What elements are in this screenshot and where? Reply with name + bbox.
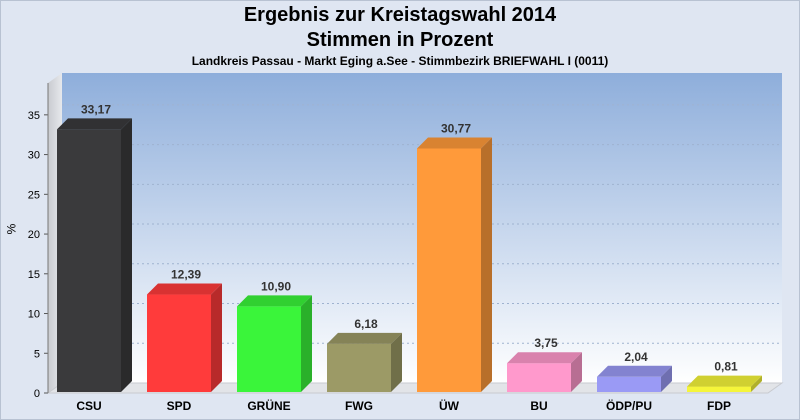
y-tick-label: 15	[28, 269, 40, 281]
bar-top	[597, 365, 672, 377]
bar-front	[687, 386, 751, 392]
bar-top	[507, 352, 582, 364]
bar-top	[237, 295, 312, 307]
bar-side	[571, 352, 582, 392]
data-label: 10,90	[261, 279, 291, 293]
bar-csu	[57, 118, 132, 392]
chart-title: Ergebnis zur Kreistagswahl 2014	[243, 4, 557, 26]
bar-front	[507, 363, 571, 392]
bar-side	[211, 283, 222, 392]
y-tick-label: 20	[28, 229, 40, 241]
x-tick-label: GRÜNE	[247, 398, 290, 413]
y-tick-label: 5	[34, 348, 40, 360]
x-tick-label: ÖDP/PU	[606, 398, 652, 413]
x-tick-label: FWG	[345, 399, 373, 413]
bar-side	[481, 137, 492, 392]
x-tick-label: BU	[530, 399, 547, 413]
bar-front	[417, 148, 481, 392]
chart-subtitle: Landkreis Passau - Markt Eging a.See - S…	[191, 54, 609, 68]
data-label: 3,75	[534, 336, 558, 350]
x-tick-label: SPD	[167, 399, 192, 413]
y-tick-label: 35	[28, 110, 40, 122]
bar-fdp	[687, 375, 762, 392]
bar-grüne	[237, 295, 312, 392]
bar-front	[57, 129, 121, 392]
bar-bu	[507, 352, 582, 392]
x-tick-label: ÜW	[439, 398, 460, 413]
bar-fwg	[327, 332, 402, 392]
bar-side	[121, 118, 132, 392]
bar-top	[147, 283, 222, 295]
y-tick-label: 30	[28, 150, 40, 162]
bar-side	[751, 375, 762, 392]
data-label: 2,04	[624, 350, 648, 364]
y-tick-label: 10	[28, 309, 40, 321]
y-tick-label: 25	[28, 189, 40, 201]
data-label: 12,39	[171, 268, 201, 282]
bar-ödp-pu	[597, 365, 672, 392]
data-label: 33,17	[81, 102, 111, 116]
bar-top	[57, 118, 132, 130]
bar-top	[327, 332, 402, 344]
y-tick-label: 0	[34, 388, 40, 400]
bar-top	[417, 137, 492, 149]
data-label: 30,77	[441, 121, 471, 135]
bar-side	[661, 365, 672, 392]
bar-top	[687, 375, 762, 387]
chart-title-line-2: Stimmen in Prozent	[306, 29, 494, 51]
bar-spd	[147, 283, 222, 392]
bar-side	[391, 332, 402, 392]
bar-üw	[417, 137, 492, 392]
data-label: 6,18	[354, 317, 378, 331]
bar-front	[237, 306, 301, 392]
x-tick-label: CSU	[76, 399, 101, 413]
bar-front	[327, 343, 391, 392]
bar-front	[147, 294, 211, 392]
x-tick-label: FDP	[707, 399, 731, 413]
data-label: 0,81	[714, 360, 738, 374]
bar-side	[301, 295, 312, 392]
bar-front	[597, 376, 661, 392]
